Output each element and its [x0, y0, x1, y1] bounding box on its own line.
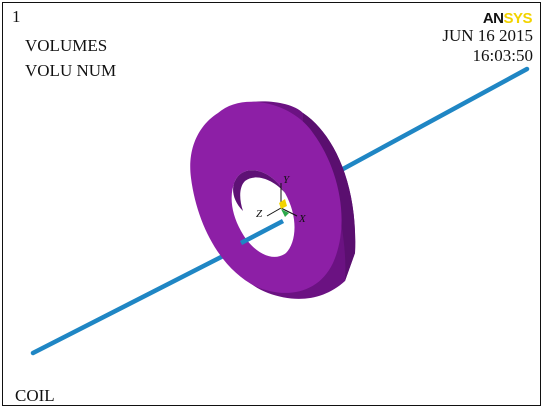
- window-number: 1: [12, 7, 21, 26]
- legend-volu-num: VOLU NUM: [25, 61, 117, 80]
- date-label: JUN 16 2015: [442, 26, 533, 45]
- ring-volume[interactable]: [190, 101, 356, 299]
- rod-segment-inner[interactable]: [239, 219, 285, 245]
- logo-an: AN: [482, 10, 504, 27]
- triad-x-label: X: [298, 213, 307, 225]
- graphics-viewport[interactable]: Y X Z 1 VOLUMES VOLU NUM ANSYS JUN 16 20…: [2, 2, 541, 406]
- coordinate-triad-icon: Y X Z: [256, 174, 307, 225]
- legend-volumes: VOLUMES: [25, 36, 108, 55]
- rod-segment-lower[interactable]: [30, 249, 234, 356]
- rod-segment-upper[interactable]: [340, 66, 530, 172]
- model-view[interactable]: Y X Z: [3, 3, 541, 406]
- time-label: 16:03:50: [472, 46, 533, 65]
- ansys-logo: ANSYS: [482, 10, 533, 27]
- triad-y-label: Y: [283, 174, 291, 186]
- model-title: COIL: [15, 386, 55, 405]
- logo-sys: SYS: [503, 10, 532, 27]
- triad-z-label: Z: [256, 208, 263, 220]
